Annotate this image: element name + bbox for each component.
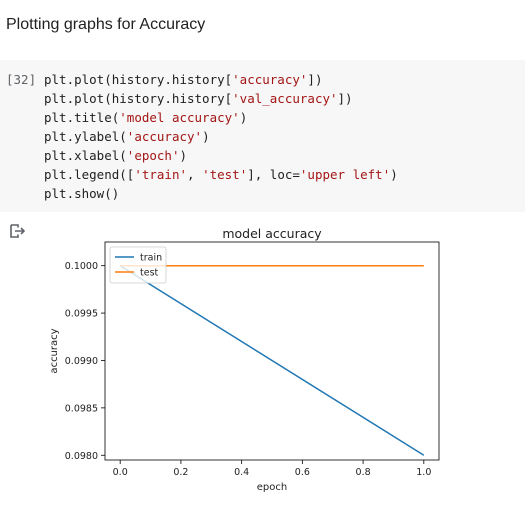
code-token: ])	[307, 72, 323, 87]
y-axis-label: accuracy	[49, 328, 60, 373]
execution-count: [32]	[6, 72, 37, 87]
x-tick-label: 0.2	[173, 467, 188, 478]
accuracy-chart: model accuracy 0.0 0.2 0.4 0.6 0.8 1.00.09800…	[49, 226, 440, 493]
code-token: plt.xlabel(	[44, 148, 127, 163]
axes: 0.0 0.2 0.4 0.6 0.8 1.0 0.0980 0.0985 0.0990 0.09…	[65, 261, 432, 478]
code-token: plt.title(	[44, 110, 120, 125]
code-line: plt.ylabel('accuracy')	[44, 127, 398, 146]
code-string: 'epoch'	[126, 148, 180, 163]
x-tick-label: 0.4	[234, 467, 249, 478]
chart-title: model accuracy	[222, 226, 322, 241]
x-tick-label: 1.0	[416, 467, 431, 478]
legend-label-test: test	[140, 268, 159, 279]
code-string: 'model accuracy'	[119, 110, 240, 125]
code-line: plt.title('model accuracy')	[44, 108, 398, 127]
code-line: plt.plot(history.history['val_accuracy']…	[44, 89, 398, 108]
code-string: 'train'	[134, 167, 187, 182]
code-token: plt.legend([	[44, 167, 135, 182]
code-line: plt.legend(['train', 'test'], loc='upper…	[44, 165, 398, 184]
code-token: ], loc=	[247, 167, 300, 182]
code-token: )	[239, 110, 248, 125]
x-tick-label: 0.0	[113, 467, 128, 478]
code-token: plt.plot(history.history[	[44, 91, 233, 106]
code-string: 'accuracy'	[126, 129, 203, 144]
chart-legend: train test	[109, 246, 167, 284]
code-string: 'upper left'	[299, 167, 391, 182]
y-tick-label: 0.0995	[65, 309, 98, 320]
legend-box	[109, 246, 167, 284]
code-token: plt.plot(history.history[	[44, 72, 233, 87]
code-line: plt.xlabel('epoch')	[44, 146, 398, 165]
section-heading: Plotting graphs for Accuracy	[6, 16, 206, 33]
code-line: plt.plot(history.history['accuracy'])	[44, 70, 398, 89]
y-tick-label: 0.0985	[65, 403, 98, 414]
plot-frame	[104, 241, 440, 461]
code-line: plt.show()	[44, 184, 398, 203]
output-arrow-icon[interactable]	[8, 222, 26, 240]
code-string: 'val_accuracy'	[232, 91, 338, 106]
code-token: plt.show()	[44, 186, 120, 201]
x-axis-label: epoch	[257, 482, 287, 493]
code-token: )	[179, 148, 188, 163]
series-line-train	[119, 265, 425, 456]
code-string: 'test'	[202, 167, 248, 182]
code-token: )	[202, 129, 210, 144]
code-token: plt.ylabel(	[44, 129, 127, 144]
code-editor[interactable]: plt.plot(history.history['accuracy']) plt…	[44, 70, 398, 203]
code-token: )	[390, 167, 398, 182]
code-cell[interactable]: [32] plt.plot(history.history['accuracy'…	[0, 60, 525, 212]
y-tick-label: 0.0990	[65, 356, 98, 367]
text-cell: Plotting graphs for Accuracy	[0, 0, 525, 60]
x-tick-label: 0.6	[295, 467, 310, 478]
x-tick-label: 0.8	[356, 467, 371, 478]
y-tick-label: 0.0980	[65, 451, 98, 462]
legend-label-train: train	[140, 253, 162, 264]
code-token: ,	[187, 167, 203, 182]
plot-marks	[119, 264, 425, 456]
code-string: 'accuracy'	[232, 72, 308, 87]
y-tick-label: 0.1000	[65, 261, 98, 272]
code-token: ])	[337, 91, 353, 106]
